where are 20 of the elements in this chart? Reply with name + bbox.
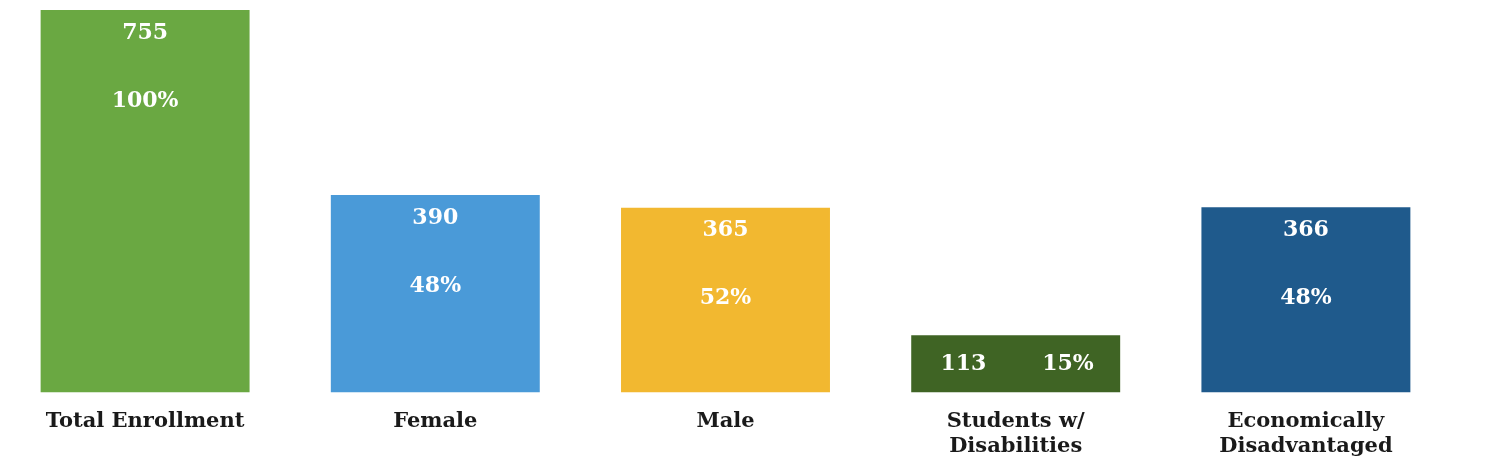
bar: [621, 207, 830, 393]
x-tick-label: Economically Disadvantaged: [1219, 406, 1393, 457]
bar: [40, 10, 250, 393]
annotation: 48%: [1280, 282, 1332, 309]
x-tick-label: Students w/ Disabilities: [946, 406, 1086, 457]
annotation: 48%: [409, 270, 462, 297]
x-tick-label: Female: [393, 406, 478, 432]
data-label: 113: [940, 348, 987, 375]
data-label: 366: [1282, 214, 1329, 241]
x-tick-label: Male: [696, 406, 755, 432]
data-label: 755: [122, 17, 169, 44]
bar: [330, 194, 540, 393]
x-tick-label: Total Enrollment: [45, 406, 245, 432]
bar: [911, 335, 1121, 393]
data-label: 390: [412, 202, 459, 229]
bar: [1201, 207, 1411, 393]
annotation: 100%: [111, 85, 179, 112]
annotation: 15%: [1042, 348, 1094, 375]
annotation: 52%: [699, 283, 752, 310]
data-label: 365: [702, 215, 749, 242]
